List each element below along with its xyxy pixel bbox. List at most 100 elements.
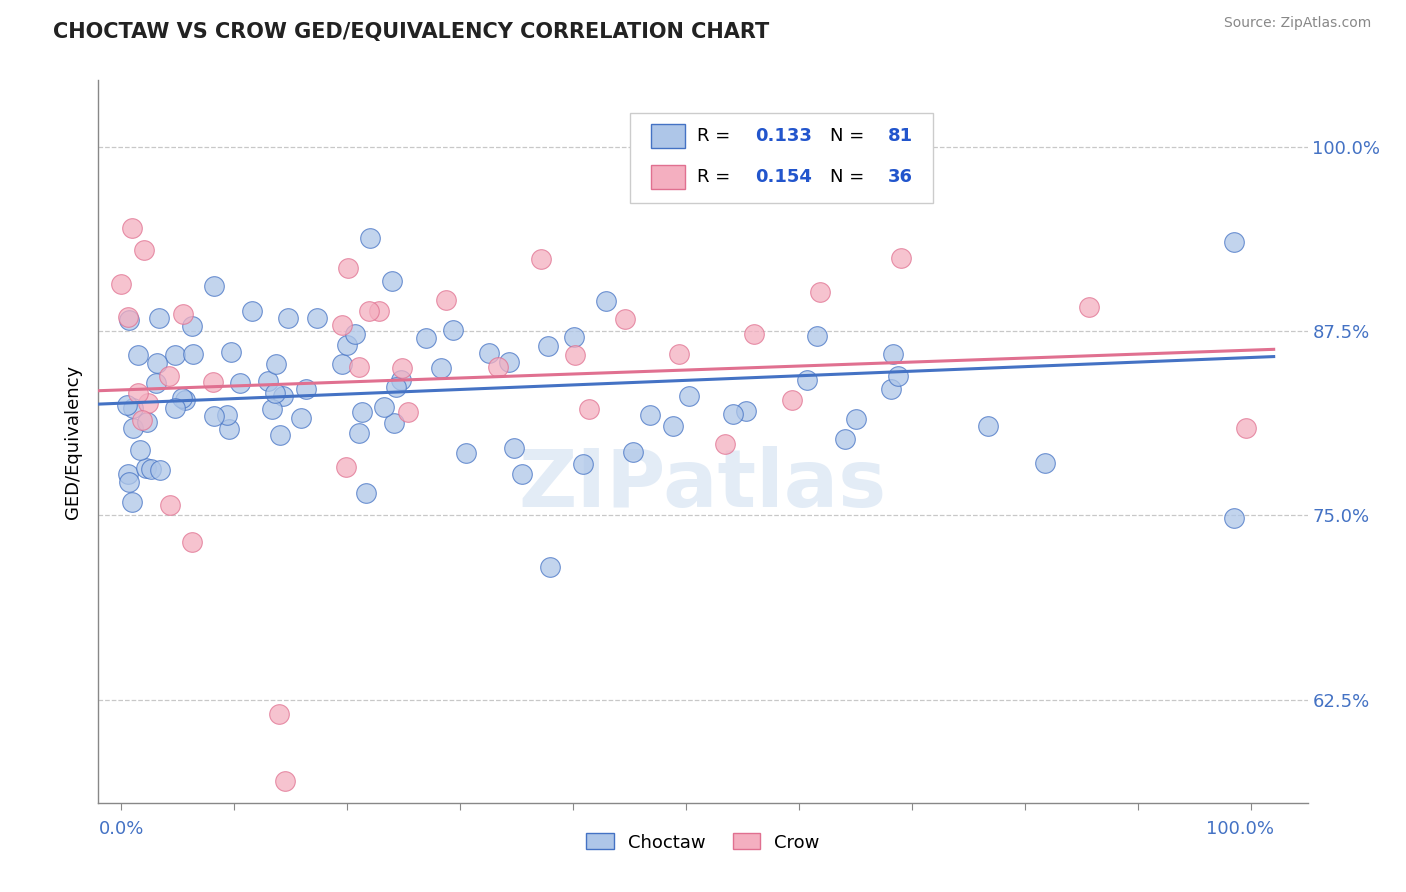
Point <box>808 285 831 299</box>
Point <box>638 408 661 422</box>
Point <box>274 773 297 788</box>
Point <box>145 376 167 391</box>
Point <box>595 294 617 309</box>
Point <box>537 339 560 353</box>
Point <box>121 495 143 509</box>
Point <box>381 274 404 288</box>
Point <box>880 382 903 396</box>
Point <box>228 376 250 390</box>
Point <box>337 260 360 275</box>
Point <box>180 534 202 549</box>
Text: 0.133: 0.133 <box>755 127 811 145</box>
Point <box>572 458 595 472</box>
Text: 36: 36 <box>889 169 912 186</box>
Point <box>391 361 413 376</box>
Text: 81: 81 <box>889 127 912 145</box>
Point <box>174 393 197 408</box>
Point <box>135 415 157 429</box>
Point <box>264 385 287 400</box>
Point <box>148 311 170 326</box>
Point <box>478 346 501 360</box>
Legend: Choctaw, Crow: Choctaw, Crow <box>579 826 827 859</box>
Point <box>132 243 155 257</box>
Point <box>1223 511 1246 525</box>
Point <box>359 231 381 245</box>
Point <box>336 338 359 352</box>
Point <box>121 421 143 435</box>
Point <box>330 318 353 332</box>
Point <box>181 347 204 361</box>
Point <box>115 398 138 412</box>
Point <box>135 461 157 475</box>
Text: 100.0%: 100.0% <box>1206 821 1274 838</box>
Point <box>217 408 239 422</box>
Point <box>127 386 149 401</box>
Point <box>890 251 912 265</box>
Point <box>1033 456 1056 470</box>
Point <box>128 443 150 458</box>
Point <box>307 310 329 325</box>
Point <box>165 348 187 362</box>
Point <box>886 369 908 384</box>
Point <box>221 344 243 359</box>
Point <box>668 346 690 360</box>
Point <box>806 328 828 343</box>
Point <box>614 312 637 326</box>
Point <box>780 393 803 408</box>
Point <box>734 404 756 418</box>
Point <box>117 313 139 327</box>
Point <box>1234 421 1257 435</box>
Point <box>512 467 534 481</box>
Text: Source: ZipAtlas.com: Source: ZipAtlas.com <box>1223 16 1371 30</box>
Point <box>149 463 172 477</box>
Text: N =: N = <box>830 127 870 145</box>
Point <box>352 405 374 419</box>
Point <box>389 373 412 387</box>
Point <box>742 326 765 341</box>
Point <box>357 303 380 318</box>
Bar <box>651 124 685 148</box>
Point <box>662 418 685 433</box>
Point <box>347 425 370 440</box>
Point <box>578 402 600 417</box>
Point <box>271 389 294 403</box>
Point <box>202 279 225 293</box>
Point <box>110 277 132 291</box>
Point <box>257 374 280 388</box>
Point <box>373 400 395 414</box>
Point <box>122 401 145 415</box>
Point <box>714 437 737 451</box>
Point <box>269 707 291 722</box>
Point <box>347 359 370 374</box>
Point <box>290 410 312 425</box>
Text: R =: R = <box>697 169 735 186</box>
Point <box>218 422 240 436</box>
Point <box>240 304 263 318</box>
Point <box>367 304 389 318</box>
Point <box>170 391 193 405</box>
Point <box>146 356 169 370</box>
Point <box>396 405 419 419</box>
Point <box>678 389 700 403</box>
Text: 0.0%: 0.0% <box>98 821 143 838</box>
Point <box>262 401 284 416</box>
Point <box>330 357 353 371</box>
Point <box>117 467 139 481</box>
Point <box>382 416 405 430</box>
Bar <box>651 165 685 189</box>
Point <box>538 560 561 574</box>
Point <box>498 355 520 369</box>
Point <box>157 369 180 384</box>
Point <box>181 319 204 334</box>
Point <box>159 498 181 512</box>
Point <box>882 346 904 360</box>
Point <box>502 441 524 455</box>
Point <box>131 413 153 427</box>
Text: N =: N = <box>830 169 870 186</box>
Text: 0.154: 0.154 <box>755 169 811 186</box>
Point <box>976 419 998 434</box>
Point <box>562 329 585 343</box>
Point <box>564 348 586 362</box>
Text: CHOCTAW VS CROW GED/EQUIVALENCY CORRELATION CHART: CHOCTAW VS CROW GED/EQUIVALENCY CORRELAT… <box>53 22 769 42</box>
Point <box>127 348 149 362</box>
